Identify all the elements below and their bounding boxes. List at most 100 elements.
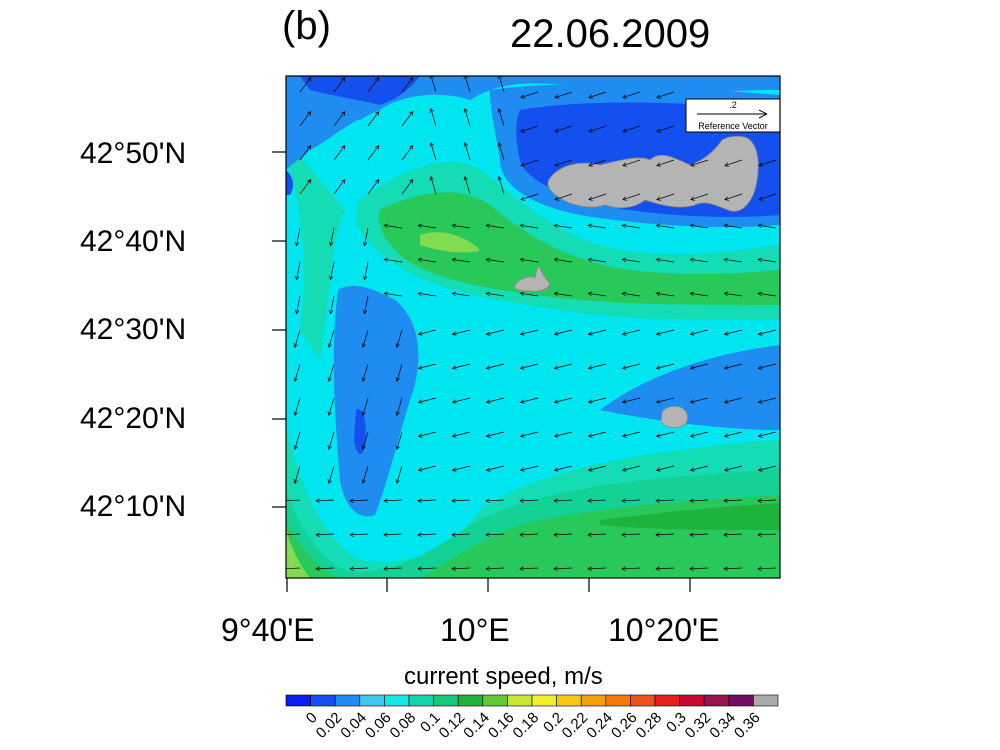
blue-west-pocket bbox=[333, 285, 419, 517]
current-vector bbox=[498, 176, 505, 195]
current-vector bbox=[418, 363, 437, 369]
current-vector-head bbox=[417, 498, 422, 503]
current-vector bbox=[724, 363, 743, 369]
current-vector bbox=[520, 533, 539, 536]
current-vector-head bbox=[587, 399, 593, 404]
colorbar-box bbox=[334, 694, 361, 707]
current-vector bbox=[724, 499, 743, 502]
current-vector bbox=[362, 397, 369, 416]
current-vector bbox=[498, 108, 505, 127]
current-vector bbox=[724, 533, 743, 536]
current-vector bbox=[758, 224, 777, 229]
current-vector bbox=[330, 227, 335, 246]
current-vector-head bbox=[757, 532, 762, 537]
current-vector bbox=[296, 261, 301, 280]
current-vector bbox=[520, 567, 539, 570]
current-vector-head bbox=[656, 162, 661, 167]
current-vector bbox=[588, 567, 607, 570]
current-vector-head bbox=[361, 377, 366, 382]
current-vector bbox=[452, 465, 471, 471]
current-vector-head bbox=[417, 433, 423, 438]
current-vector bbox=[622, 91, 641, 99]
axis-ticks bbox=[272, 151, 691, 592]
current-vector-head bbox=[621, 467, 627, 472]
current-vector bbox=[452, 363, 471, 369]
current-vector-head bbox=[724, 162, 729, 167]
current-vector bbox=[588, 533, 607, 536]
current-vector bbox=[622, 193, 641, 201]
current-vector-head bbox=[757, 399, 763, 404]
current-vector-head bbox=[293, 411, 298, 416]
current-vector bbox=[554, 431, 573, 437]
colorbar-level-label: 0.18 bbox=[510, 709, 543, 742]
current-vector-head bbox=[656, 94, 661, 99]
current-vector-head bbox=[553, 223, 559, 229]
current-vector bbox=[758, 193, 777, 201]
current-vector bbox=[430, 142, 437, 161]
current-vector-head bbox=[588, 128, 593, 133]
current-vector bbox=[486, 465, 505, 471]
current-vector bbox=[401, 179, 414, 195]
current-vector-head bbox=[723, 257, 729, 263]
current-vector bbox=[418, 533, 437, 536]
current-vector bbox=[554, 125, 573, 133]
current-vector bbox=[401, 77, 414, 93]
current-vector bbox=[724, 397, 743, 403]
current-vector bbox=[724, 193, 743, 201]
blue-east-pocket bbox=[600, 345, 780, 430]
current-vector-head bbox=[294, 309, 300, 315]
current-vector-head bbox=[689, 532, 694, 537]
colorbar-box bbox=[753, 694, 779, 707]
current-vector-head bbox=[519, 399, 525, 404]
current-vector bbox=[588, 292, 607, 297]
current-vector bbox=[316, 533, 335, 536]
current-vector-head bbox=[723, 399, 729, 404]
current-vector bbox=[690, 224, 709, 229]
current-vector bbox=[486, 292, 505, 297]
current-vector bbox=[690, 397, 709, 403]
current-vector-head bbox=[293, 377, 298, 382]
current-vector-head bbox=[294, 241, 300, 247]
current-vector bbox=[690, 159, 709, 167]
current-vector bbox=[452, 292, 471, 297]
current-vector bbox=[690, 567, 709, 570]
current-vector bbox=[362, 431, 369, 450]
current-vector-head bbox=[485, 532, 490, 537]
current-vector-head bbox=[328, 275, 334, 281]
current-vector-head bbox=[621, 498, 626, 503]
current-vector-head bbox=[587, 433, 593, 438]
current-vector-head bbox=[553, 399, 559, 404]
colorbar-labels: 00.020.040.060.080.10.120.140.160.180.20… bbox=[303, 709, 764, 742]
current-vector bbox=[554, 91, 573, 99]
current-vector-head bbox=[409, 77, 414, 82]
current-vector bbox=[520, 363, 539, 369]
current-vector bbox=[286, 533, 301, 536]
current-vector-head bbox=[375, 77, 380, 82]
current-vector-head bbox=[520, 128, 525, 133]
current-vector bbox=[328, 465, 335, 484]
current-vector-head bbox=[689, 467, 695, 472]
current-vector-head bbox=[429, 142, 434, 147]
current-vector bbox=[724, 567, 743, 570]
current-vector bbox=[486, 431, 505, 437]
current-vector-head bbox=[553, 532, 558, 537]
current-vector-head bbox=[451, 498, 456, 503]
speed-contours: .2 Reference Vector bbox=[286, 76, 780, 578]
current-vector-head bbox=[621, 433, 627, 438]
current-vector bbox=[758, 465, 777, 471]
light-green-corner bbox=[286, 530, 310, 578]
current-vector bbox=[690, 292, 709, 297]
current-vector-head bbox=[327, 479, 332, 484]
current-vector-head bbox=[520, 162, 525, 167]
current-vector-head bbox=[361, 411, 366, 416]
current-vector-head bbox=[485, 498, 490, 503]
current-vector bbox=[656, 363, 675, 369]
current-vector-head bbox=[519, 566, 524, 571]
x-tick-label: 10°20'E bbox=[608, 612, 720, 648]
current-vector-head bbox=[429, 108, 434, 113]
deep-blue-edge bbox=[286, 170, 293, 195]
current-vector-head bbox=[294, 275, 300, 281]
current-vector bbox=[498, 142, 505, 161]
current-vector-head bbox=[341, 179, 346, 184]
current-vector-head bbox=[497, 108, 502, 113]
